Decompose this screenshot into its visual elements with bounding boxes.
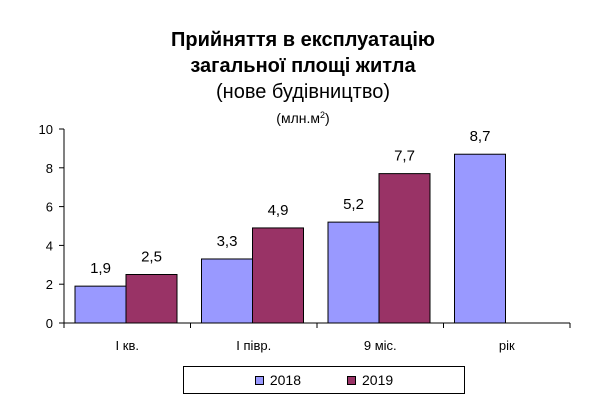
x-tick-label: 9 міс. [364, 338, 397, 353]
bar-2018-3 [327, 221, 380, 324]
bar-2018-1 [74, 285, 127, 324]
y-tick-label: 4 [46, 238, 53, 253]
unit-close: ) [325, 110, 330, 126]
data-label-2018-2: 3,3 [217, 233, 238, 250]
legend-label-2019: 2019 [362, 372, 394, 388]
chart-unit: (млн.м2) [0, 106, 606, 127]
legend: 2018 2019 [183, 366, 465, 394]
y-tick-label: 0 [46, 316, 53, 331]
legend-label-2018: 2018 [269, 372, 301, 388]
data-label-2019-2: 4,9 [268, 202, 289, 219]
legend-item-2019: 2019 [347, 372, 393, 388]
x-tick-label: І півр. [236, 338, 271, 353]
y-tick-label: 10 [39, 122, 53, 137]
legend-item-2018: 2018 [254, 372, 301, 388]
data-label-2018-3: 5,2 [343, 196, 364, 213]
legend-swatch-2019 [347, 375, 356, 385]
chart-subtitle: (нове будівництво) [215, 81, 390, 103]
chart-title-line-2: загальної площі житла [190, 55, 416, 77]
bar-2019-1 [125, 274, 178, 324]
y-tick-label: 6 [46, 200, 53, 215]
data-label-2019-1: 2,5 [141, 249, 162, 266]
x-tick-label: І кв. [116, 338, 139, 353]
chart-title-line-1: Прийняття в експлуатацію [171, 29, 435, 51]
unit-superscript: 2 [320, 110, 326, 120]
legend-swatch-2018 [254, 375, 264, 385]
data-label-2018-1: 1,9 [90, 260, 111, 277]
bar-2019-2 [252, 227, 304, 324]
y-tick-label: 8 [46, 161, 53, 176]
data-label-2018-4: 8,7 [470, 128, 491, 145]
bar-2019-3 [378, 173, 431, 324]
x-tick-label: рік [499, 338, 515, 353]
bar-2018-4 [454, 153, 506, 324]
data-label-2019-3: 7,7 [394, 148, 415, 165]
bar-2018-2 [201, 258, 253, 324]
unit-text: (млн.м [276, 110, 320, 126]
y-tick-label: 2 [46, 277, 53, 292]
